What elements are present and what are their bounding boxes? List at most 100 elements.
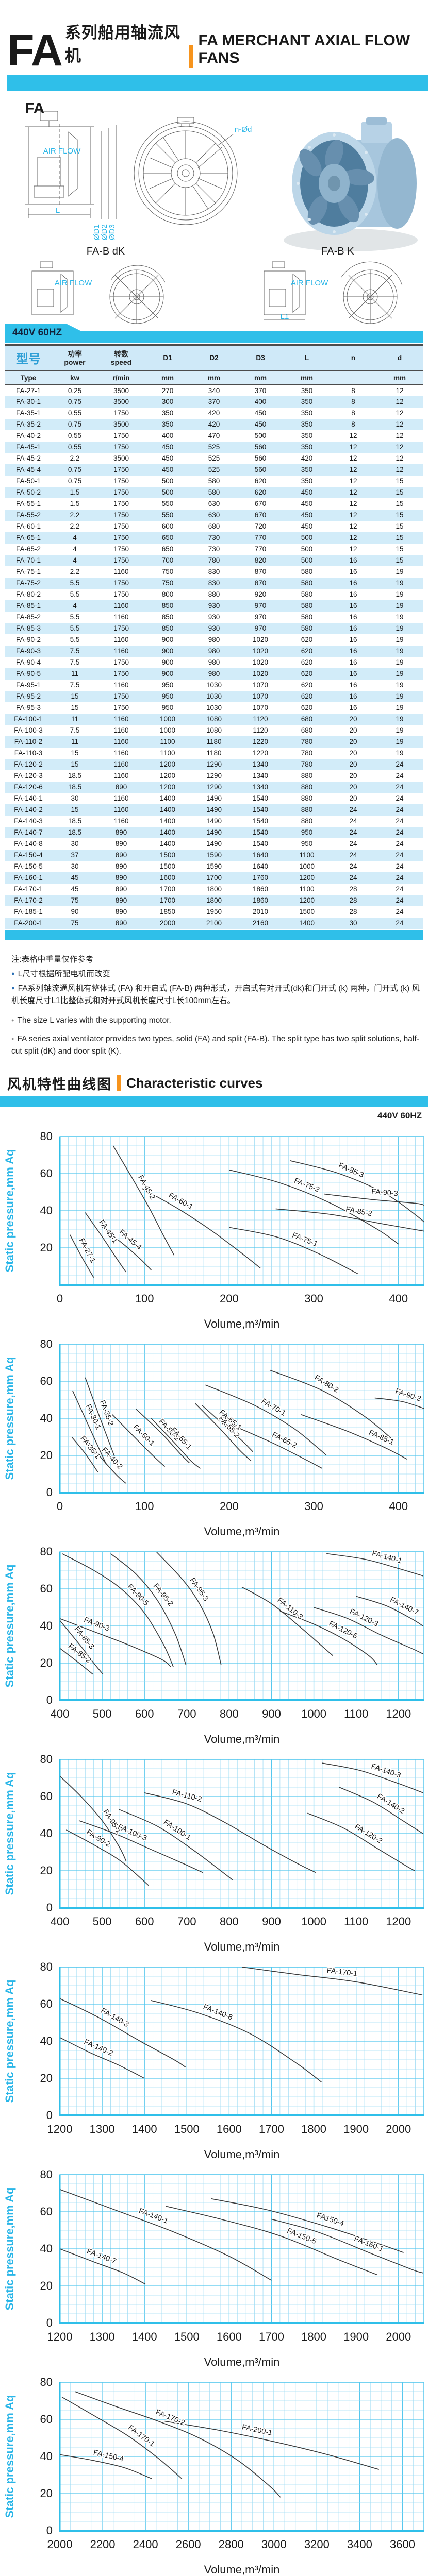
x-tick-label: 1400 (132, 2330, 157, 2343)
front-view-drawing (134, 117, 238, 225)
fan-curve-FA-75-1 (229, 1227, 358, 1274)
table-cell: 1020 (252, 636, 269, 643)
table-cell: 1750 (113, 658, 129, 666)
page-title-en: FA MERCHANT AXIAL FLOW FANS (198, 32, 410, 66)
table-cell: 620 (254, 488, 267, 496)
x-axis-label: Volume,m³/min (204, 2355, 280, 2368)
side-view-drawing (25, 111, 117, 219)
note-head: 注:表格中重量仅作参考 (11, 955, 94, 964)
x-tick-label: 300 (304, 1292, 323, 1305)
table-cell: 8 (351, 409, 355, 417)
table-cell: FA-170-2 (14, 896, 43, 904)
table-cell: 2010 (252, 908, 269, 916)
x-tick-label: 1700 (259, 2330, 284, 2343)
table-cell: 1800 (206, 885, 222, 893)
x-tick-label: 1200 (386, 1915, 411, 1928)
table-cell: 890 (115, 862, 127, 870)
table-cell: 1100 (160, 738, 175, 745)
table-row: FA-95-3 15 1750 950 1030 1070 620 16 19 (5, 702, 423, 714)
x-tick-label: 1300 (90, 2123, 115, 2136)
table-cell: 12 (396, 398, 404, 405)
y-tick-label: 60 (40, 1997, 53, 2010)
table-cell: 850 (161, 624, 174, 632)
y-tick-label: 0 (46, 1486, 53, 1499)
table-row: FA-50-1 0.75 1750 500 580 620 350 12 15 (5, 476, 423, 487)
x-tick-label: 1800 (301, 2330, 326, 2343)
fan-curve-FA-80-2 (269, 1369, 392, 1439)
table-cell: FA-80-2 (15, 590, 41, 598)
table-cell: 680 (301, 726, 313, 734)
table-cell: 2.2 (70, 511, 80, 519)
col-unit: mm (300, 374, 313, 382)
table-cell: 560 (254, 466, 267, 473)
table-cell: 620 (301, 704, 313, 711)
y-tick-label: 20 (40, 1449, 53, 1462)
x-axis-label: Volume,m³/min (204, 2148, 280, 2161)
table-row: FA-85-3 5.5 1750 850 930 970 580 16 19 (5, 622, 423, 634)
table-cell: 15 (396, 545, 404, 553)
table-cell: 900 (161, 658, 174, 666)
orange-divider-bar (189, 45, 193, 68)
table-cell: 730 (208, 534, 220, 541)
characteristic-chart: 1200 1300 1400 1500 1600 1700 1800 1900 2000 0 20 4… (0, 2162, 428, 2370)
table-row: FA-150-5 30 890 1500 1590 1640 1000 24 24 (5, 861, 423, 872)
table-cell: 16 (349, 624, 357, 632)
table-cell: 12 (349, 511, 357, 519)
table-row: FA-170-2 75 890 1700 1800 1860 1200 28 24 (5, 894, 423, 906)
curve-label: FA-75-2 (293, 1176, 321, 1194)
table-cell: 650 (161, 545, 174, 553)
table-row: FA-140-3 18.5 1160 1400 1490 1540 880 24 24 (5, 816, 423, 827)
table-cell: 300 (161, 398, 174, 405)
table-cell: 16 (349, 670, 357, 677)
table-cell: 24 (396, 862, 404, 870)
table-cell: 830 (208, 568, 220, 575)
table-cell: 1750 (113, 704, 129, 711)
note-item-en: ● The size L varies with the supporting m… (11, 1015, 171, 1025)
table-cell: 15 (71, 704, 79, 711)
curve-label: FA-65-2 (271, 1430, 298, 1449)
table-cell: 1750 (113, 522, 129, 530)
table-cell: 1100 (160, 749, 175, 757)
table-cell: 24 (396, 760, 404, 768)
table-cell: 1590 (206, 851, 222, 859)
table-cell: 24 (396, 828, 404, 836)
table-cell: 1020 (252, 670, 269, 677)
table-cell: 18.5 (68, 817, 82, 825)
page-header: FA 系列船用轴流风机 FA MERCHANT AXIAL FLOW FANS (0, 0, 428, 91)
table-row: FA-140-8 30 890 1400 1490 1540 950 24 24 (5, 838, 423, 850)
x-tick-label: 1100 (344, 1915, 368, 1928)
table-cell: 370 (254, 386, 267, 395)
table-cell: 620 (301, 636, 313, 643)
table-cell: 450 (254, 420, 267, 428)
table-cell: 1200 (159, 760, 176, 768)
table-cell: 11 (71, 738, 78, 745)
table-cell: FA-35-1 (15, 409, 41, 417)
table-cell: 580 (301, 602, 313, 609)
table-cell: 16 (349, 568, 357, 575)
table-cell: 20 (349, 783, 357, 791)
y-tick-label: 20 (40, 2072, 53, 2084)
table-cell: 1160 (113, 613, 129, 621)
table-cell: 19 (396, 692, 404, 700)
table-cell: 1490 (206, 794, 222, 802)
table-cell: 1120 (253, 726, 268, 734)
y-tick-label: 0 (46, 2109, 53, 2122)
table-cell: 5.5 (70, 613, 80, 621)
table-cell: 1290 (206, 760, 222, 768)
table-cell: FA-95-3 (15, 704, 41, 711)
fan-curve-FA-150-5 (166, 2206, 377, 2275)
table-cell: 930 (208, 602, 220, 609)
table-cell: 11 (71, 670, 78, 677)
table-cell: 600 (161, 522, 174, 530)
table-cell: 24 (396, 817, 404, 825)
table-cell: 1.5 (70, 500, 80, 507)
fan-curve-FA-45-2 (112, 1145, 175, 1256)
x-tick-label: 1600 (217, 2123, 242, 2136)
y-axis-label: Static pressure,mm Aq (3, 1979, 16, 2103)
note-item-zh: ● L尺寸根据所配电机而改变 (11, 969, 110, 978)
table-cell: 30 (349, 919, 357, 927)
curve-label: FA-80-2 (313, 1374, 340, 1395)
x-tick-label: 100 (135, 1292, 154, 1305)
table-cell: 15 (396, 511, 404, 519)
